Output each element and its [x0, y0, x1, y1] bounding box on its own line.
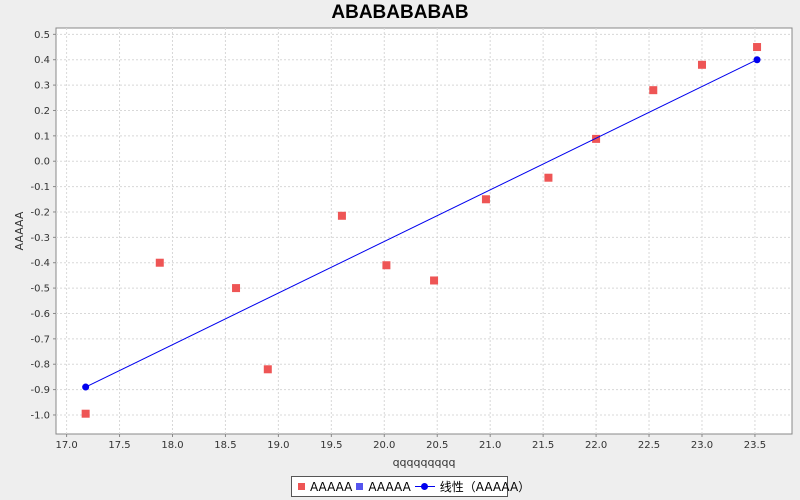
y-tick-label: -1.0 — [30, 410, 50, 421]
legend-swatch-red-square — [298, 483, 305, 490]
legend-label: 线性（AAAAA） — [439, 480, 531, 494]
legend-item-series-1: AAAAA — [298, 480, 352, 494]
data-point-square — [697, 60, 706, 69]
y-tick-label: -0.5 — [30, 284, 50, 295]
x-tick-label: 21.5 — [532, 440, 554, 451]
data-point-square — [592, 134, 601, 143]
y-tick-label: -0.6 — [30, 309, 50, 320]
legend: AAAAA AAAAA 线性（AAAAA） — [291, 476, 530, 497]
legend-swatch-line-circle — [414, 483, 435, 491]
data-point-square — [382, 261, 391, 270]
y-tick-label: -0.4 — [30, 258, 50, 269]
data-point-square — [232, 284, 241, 293]
x-tick-label: 22.5 — [638, 440, 660, 451]
y-tick-label: 0.0 — [34, 157, 50, 168]
axes: 17.0 17.5 18.0 18.5 19.0 19.5 20.0 20.5 21.0 21.5… — [30, 30, 766, 451]
data-point-square — [81, 409, 90, 418]
data-point-square — [753, 43, 762, 52]
data-point-square — [337, 211, 346, 220]
y-tick-label: -0.2 — [30, 207, 50, 218]
plot-area — [55, 27, 793, 435]
series-layer — [81, 43, 762, 418]
x-tick-label: 18.0 — [161, 440, 183, 451]
legend-swatch-blue-square — [356, 483, 364, 490]
data-point-square — [544, 173, 553, 182]
y-tick-label: -0.1 — [30, 182, 50, 193]
x-tick-label: 23.5 — [744, 440, 766, 451]
y-tick-label: 0.4 — [34, 55, 50, 66]
y-tick-label: 0.5 — [34, 30, 50, 41]
x-tick-label: 21.0 — [479, 440, 501, 451]
data-point-square — [263, 365, 272, 374]
legend-item-series-2: AAAAA — [356, 479, 411, 494]
trendline-endpoint-circle — [753, 56, 761, 64]
y-tick-label: -0.8 — [30, 360, 50, 371]
y-tick-label: -0.7 — [30, 334, 50, 345]
x-tick-label: 18.5 — [214, 440, 236, 451]
x-tick-label: 19.0 — [267, 440, 289, 451]
chart-title: ABABABABAB — [331, 2, 469, 23]
x-tick-label: 20.5 — [426, 440, 448, 451]
legend-item-trendline: 线性（AAAAA） — [414, 478, 531, 495]
data-point-square — [155, 258, 164, 267]
y-tick-label: 0.3 — [34, 81, 50, 92]
x-tick-label: 20.0 — [373, 440, 395, 451]
x-tick-label: 17.0 — [55, 440, 77, 451]
x-tick-label: 19.5 — [320, 440, 342, 451]
trendline — [85, 59, 758, 388]
legend-label: AAAAA — [310, 479, 353, 494]
x-tick-label: 17.5 — [108, 440, 130, 451]
y-tick-label: -0.9 — [30, 385, 50, 396]
data-point-square — [430, 276, 439, 285]
legend-label: AAAAA — [368, 479, 411, 494]
y-tick-label: 0.2 — [34, 106, 50, 117]
data-point-square — [649, 86, 658, 95]
y-tick-label: -0.3 — [30, 233, 50, 244]
trendline-endpoint-circle — [82, 383, 90, 391]
grid-lines — [56, 28, 792, 434]
y-axis-label: AAAAA — [13, 211, 26, 250]
y-tick-label: 0.1 — [34, 131, 50, 142]
data-point-square — [481, 195, 490, 204]
x-tick-label: 23.0 — [691, 440, 713, 451]
x-axis-label: qqqqqqqqq — [393, 456, 456, 469]
x-tick-label: 22.0 — [585, 440, 607, 451]
